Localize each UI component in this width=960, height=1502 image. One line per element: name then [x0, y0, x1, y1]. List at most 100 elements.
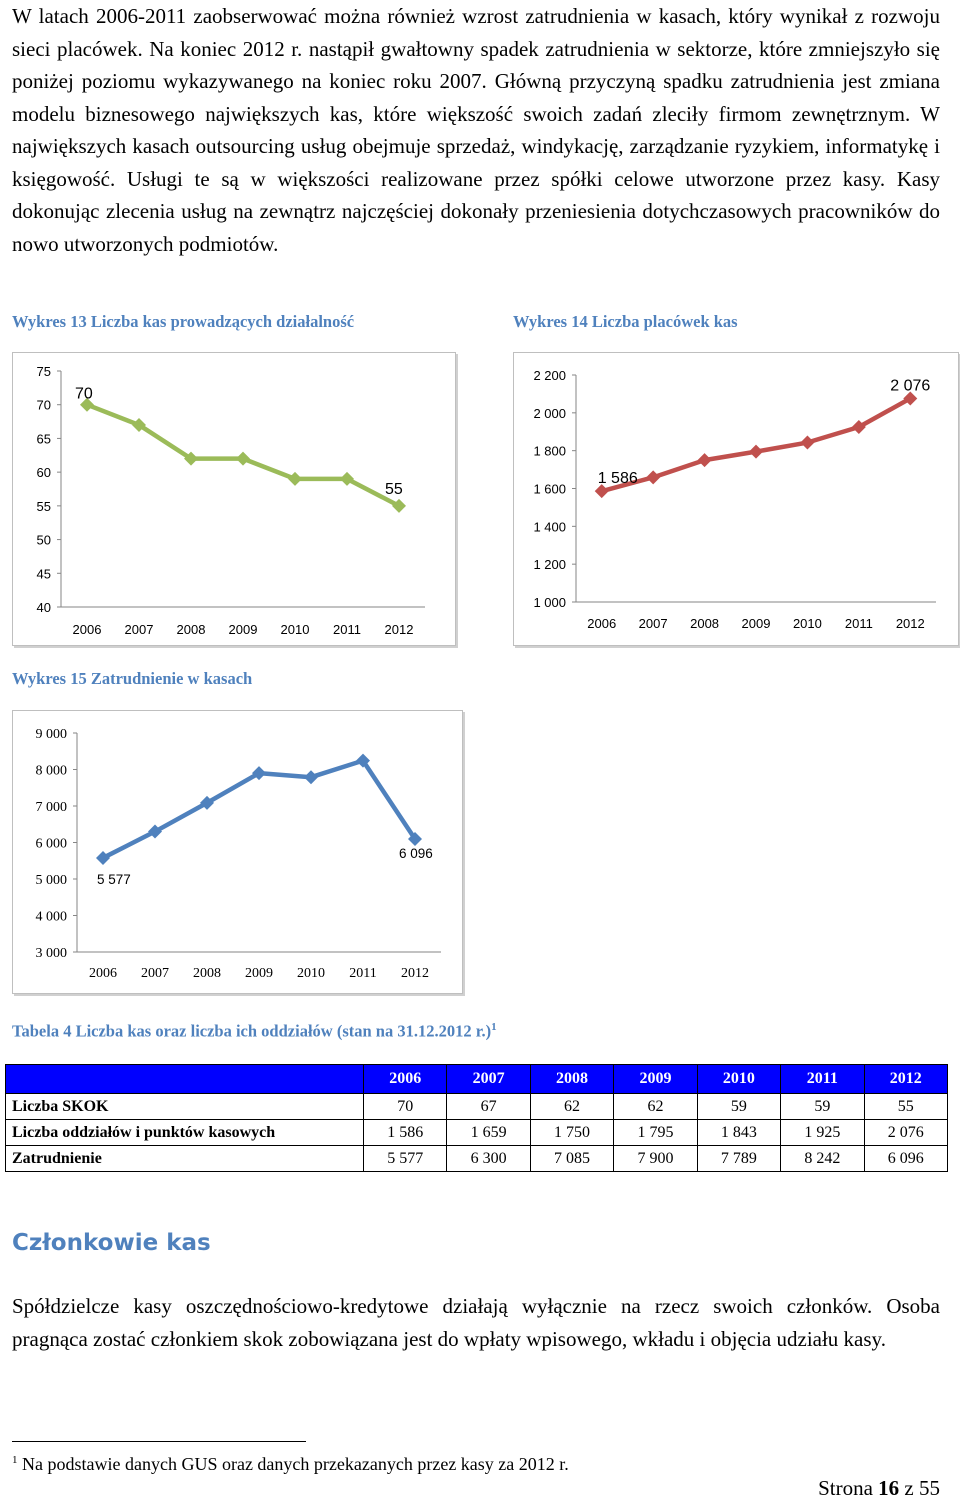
- x-tick-label: 2010: [281, 622, 310, 637]
- table-cell: 67: [446, 1093, 531, 1120]
- data-point-marker: [697, 453, 712, 468]
- data-label-first: 1 586: [598, 470, 638, 487]
- data-label-first: 70: [75, 386, 93, 403]
- y-tick-label: 5 000: [36, 873, 68, 888]
- y-tick-label: 9 000: [36, 727, 68, 742]
- data-point-marker: [80, 397, 94, 412]
- data-point-marker: [184, 451, 198, 466]
- x-tick-label: 2008: [177, 622, 206, 637]
- x-tick-label: 2011: [333, 622, 361, 637]
- table-cell: 1 795: [613, 1119, 698, 1146]
- y-tick-label: 3 000: [36, 946, 68, 961]
- header-cell-2012: 2012: [863, 1064, 949, 1094]
- data-point-marker: [851, 420, 866, 435]
- x-tick-label: 2012: [385, 622, 414, 637]
- data-point-marker: [236, 451, 250, 466]
- x-tick-label: 2008: [690, 616, 719, 631]
- chart15-container: 9 000 8 000 7 000 6 000 5 000 4 000 3 000 2006 2…: [12, 710, 463, 994]
- chart15-svg: 9 000 8 000 7 000 6 000 5 000 4 000 3 000 2006 2…: [36, 727, 441, 981]
- footnote-ref: 1: [12, 1454, 18, 1466]
- table-cell: 2 076: [863, 1119, 949, 1146]
- y-tick-label: 1 200: [533, 557, 566, 572]
- table-row: Zatrudnienie 5 577 6 300 7 085 7 900 7 7…: [5, 1145, 949, 1172]
- page-current: 16: [878, 1476, 900, 1500]
- table4-footnote-ref: 1: [491, 1021, 497, 1033]
- y-tick-label: 7 000: [36, 800, 68, 815]
- data-point-marker: [148, 824, 162, 839]
- data-point-marker: [304, 770, 318, 785]
- data-point-marker: [749, 444, 763, 459]
- x-tick-label: 2007: [125, 622, 154, 637]
- y-tick-label: 4 000: [36, 910, 68, 925]
- footnote-text: Na podstawie danych GUS oraz danych prze…: [22, 1454, 569, 1474]
- table-cell: 1 750: [529, 1119, 615, 1146]
- data-label-last: 6 096: [399, 846, 433, 861]
- header-cell-2007: 2007: [446, 1064, 531, 1094]
- y-tick-label: 1 600: [533, 482, 566, 497]
- y-tick-label: 75: [37, 364, 51, 379]
- y-tick-label: 40: [37, 600, 51, 615]
- table-cell: 70: [362, 1093, 448, 1120]
- table-cell: 1 925: [780, 1119, 865, 1146]
- x-tick-label: 2006: [89, 966, 117, 981]
- table-cell: 8 242: [780, 1145, 865, 1172]
- page-total: 55: [919, 1476, 940, 1500]
- chart13-caption: Wykres 13 Liczba kas prowadzących działa…: [12, 312, 355, 331]
- x-tick-label: 2010: [297, 966, 325, 981]
- x-tick-label: 2007: [639, 616, 668, 631]
- y-tick-label: 45: [37, 566, 51, 581]
- y-tick-label: 60: [37, 465, 51, 480]
- y-tick-label: 2 000: [533, 406, 566, 421]
- data-label-first: 5 577: [97, 872, 131, 887]
- table-cell: 7 789: [696, 1145, 782, 1172]
- data-point-marker: [594, 484, 609, 499]
- x-tick-label: 2006: [587, 616, 616, 631]
- table-cell: 59: [780, 1093, 865, 1120]
- chart13-container: 75 70 65 60 55 50 45 40 2006 2007 2008 2009 2010 2011…: [12, 352, 456, 646]
- header-cell-empty: [5, 1064, 364, 1094]
- row-label: Liczba oddziałów i punktów kasowych: [5, 1119, 364, 1146]
- data-point-marker: [288, 471, 302, 486]
- data-point-marker: [96, 850, 110, 865]
- table-cell: 6 096: [863, 1145, 949, 1172]
- chart13-svg: 75 70 65 60 55 50 45 40 2006 2007 2008 2009 2010 2011…: [37, 364, 425, 637]
- y-tick-label: 65: [37, 431, 51, 446]
- data-point-marker: [392, 498, 406, 513]
- table-header-row: 2006 2007 2008 2009 2010 2011 2012: [5, 1064, 949, 1094]
- footnote-divider: [12, 1441, 306, 1442]
- page-separator: z: [899, 1476, 919, 1500]
- intro-paragraph: W latach 2006-2011 zaobserwować można ró…: [12, 4, 940, 256]
- chart14-caption: Wykres 14 Liczba placówek kas: [513, 312, 738, 331]
- table-cell: 59: [696, 1093, 782, 1120]
- footnote: 1 Na podstawie danych GUS oraz danych pr…: [12, 1454, 569, 1475]
- data-point-marker: [408, 831, 422, 846]
- chart14-svg: 2 200 2 000 1 800 1 600 1 400 1 200 1 000 2006 2…: [533, 368, 936, 631]
- data-point-marker: [356, 753, 370, 768]
- data-point-marker: [646, 470, 661, 485]
- x-tick-label: 2006: [73, 622, 102, 637]
- page-number: Strona 16 z 55: [818, 1476, 940, 1501]
- y-tick-label: 2 200: [533, 368, 566, 383]
- x-tick-label: 2011: [845, 616, 873, 631]
- section-heading: Członkowie kas: [12, 1230, 211, 1256]
- table-cell: 1 843: [696, 1119, 782, 1146]
- y-tick-label: 1 000: [533, 595, 566, 610]
- data-point-marker: [903, 391, 918, 406]
- table-row: Liczba SKOK 70 67 62 62 59 59 55: [5, 1093, 949, 1120]
- header-cell-2009: 2009: [613, 1064, 698, 1094]
- table-cell: 1 586: [362, 1119, 448, 1146]
- data-point-marker: [132, 417, 146, 432]
- header-cell-2010: 2010: [696, 1064, 782, 1094]
- table-cell: 1 659: [446, 1119, 531, 1146]
- y-tick-label: 8 000: [36, 764, 68, 779]
- y-tick-label: 55: [37, 499, 51, 514]
- table-row: Liczba oddziałów i punktów kasowych 1 58…: [5, 1119, 949, 1146]
- data-label-last: 55: [385, 481, 403, 498]
- table-cell: 62: [613, 1093, 698, 1120]
- x-tick-label: 2007: [141, 966, 169, 981]
- y-tick-label: 50: [37, 533, 51, 548]
- y-tick-label: 1 800: [533, 444, 566, 459]
- x-tick-label: 2012: [401, 966, 429, 981]
- x-tick-label: 2012: [896, 616, 925, 631]
- table-cell: 6 300: [446, 1145, 531, 1172]
